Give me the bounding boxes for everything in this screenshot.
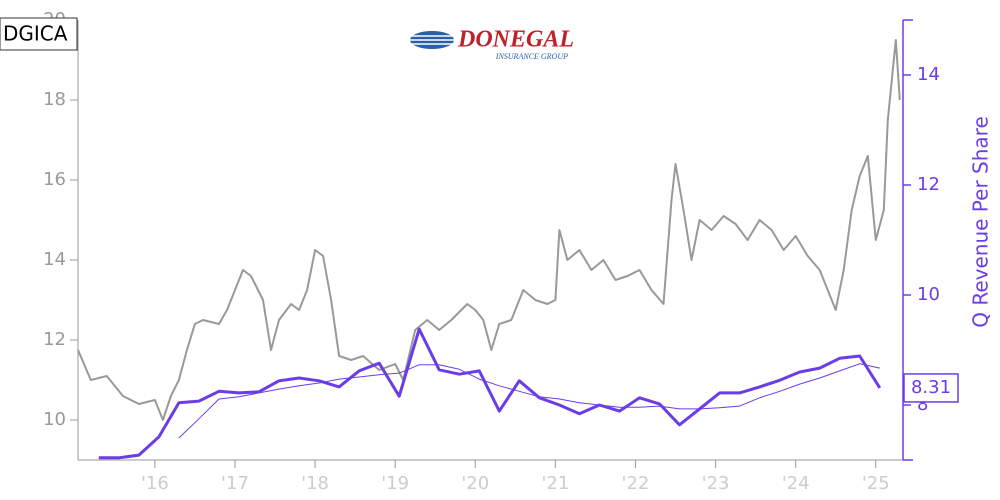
y2-tick-label: 10: [917, 284, 940, 305]
logo: DONEGAL INSURANCE GROUP: [408, 27, 574, 61]
x-tick-label: '21: [541, 473, 569, 494]
y2-axis-label: Q Revenue Per Share: [969, 116, 993, 328]
y-tick-label: 14: [43, 249, 66, 270]
x-tick-label: '20: [461, 473, 489, 494]
y2-tick-label: 14: [917, 64, 940, 85]
series-line: [178, 363, 880, 439]
x-tick-label: '23: [702, 473, 730, 494]
y-tick-label: 16: [43, 169, 66, 190]
logo-title: DONEGAL: [457, 27, 574, 53]
ticker-box: [0, 17, 78, 51]
x-tick-label: '17: [221, 473, 249, 494]
y-tick-label: 12: [43, 329, 66, 350]
series-line: [98, 327, 882, 460]
x-tick-label: '22: [622, 473, 650, 494]
last-value-box: [903, 373, 959, 403]
series-line: [77, 39, 901, 421]
logo-subtitle: INSURANCE GROUP: [495, 52, 568, 61]
x-tick-label: '24: [782, 473, 810, 494]
y2-tick-label: 12: [917, 174, 940, 195]
ticker: DGICA: [3, 22, 68, 46]
x-tick-label: '16: [141, 473, 169, 494]
y-tick-label: 10: [43, 409, 66, 430]
y2-tick-label: 8: [917, 394, 928, 415]
x-tick-label: '18: [301, 473, 329, 494]
last-value-label: 8.31: [911, 377, 951, 398]
x-tick-label: '19: [381, 473, 409, 494]
x-tick-label: '25: [862, 473, 890, 494]
y-tick-label: 18: [43, 89, 66, 110]
